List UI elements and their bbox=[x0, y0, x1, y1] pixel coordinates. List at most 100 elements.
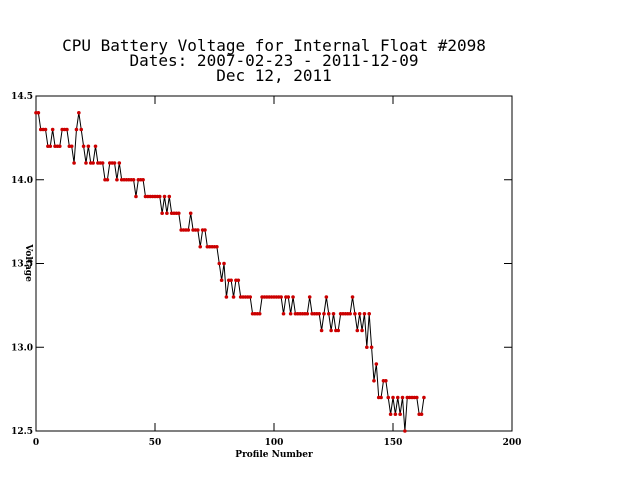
data-point bbox=[74, 127, 79, 132]
data-point bbox=[91, 161, 95, 165]
data-point bbox=[362, 311, 367, 316]
y-tick-label: 12.5 bbox=[11, 427, 33, 437]
data-point bbox=[131, 177, 136, 182]
data-point bbox=[350, 295, 355, 299]
plot-frame bbox=[35, 95, 513, 432]
data-point bbox=[196, 228, 200, 232]
data-point bbox=[162, 194, 167, 199]
data-point bbox=[419, 412, 424, 417]
data-point bbox=[79, 127, 84, 132]
data-point bbox=[395, 395, 400, 400]
chart-date: Dec 12, 2011 bbox=[216, 66, 332, 85]
data-point bbox=[198, 244, 203, 249]
data-point bbox=[365, 345, 369, 350]
data-point bbox=[336, 328, 341, 333]
data-point bbox=[319, 328, 324, 333]
data-point bbox=[77, 110, 81, 115]
data-point bbox=[177, 211, 181, 216]
data-point bbox=[279, 295, 283, 299]
data-point bbox=[379, 395, 383, 400]
data-point bbox=[281, 311, 286, 316]
data-point bbox=[115, 177, 119, 182]
data-point bbox=[286, 295, 291, 299]
data-point bbox=[36, 110, 41, 115]
data-point bbox=[72, 161, 76, 165]
y-tick-label: 14.0 bbox=[11, 176, 33, 186]
chart-subtitle: Dates: 2007-02-23 - 2011-12-09 bbox=[130, 51, 419, 70]
y-tick-label: 14.5 bbox=[11, 92, 33, 102]
data-line bbox=[36, 112, 425, 432]
data-point bbox=[50, 127, 55, 132]
data-point bbox=[224, 295, 229, 299]
data-point bbox=[348, 311, 352, 316]
y-tick-label: 13.5 bbox=[11, 260, 33, 270]
data-point bbox=[81, 144, 86, 149]
data-point bbox=[134, 194, 138, 199]
data-point bbox=[93, 144, 98, 149]
data-point bbox=[422, 395, 426, 400]
x-tick-label: 100 bbox=[265, 438, 284, 448]
x-tick-label: 150 bbox=[384, 438, 403, 448]
data-point bbox=[86, 144, 91, 149]
data-point bbox=[167, 194, 172, 199]
data-point bbox=[403, 429, 407, 433]
data-point bbox=[141, 177, 145, 182]
data-point bbox=[393, 412, 398, 417]
data-point bbox=[69, 144, 74, 149]
data-point bbox=[317, 311, 322, 316]
x-axis-label: Profile Number bbox=[235, 450, 313, 460]
data-point bbox=[58, 144, 62, 149]
data-point bbox=[400, 395, 405, 400]
data-point bbox=[203, 228, 207, 232]
data-point bbox=[219, 278, 224, 283]
data-point bbox=[305, 311, 310, 316]
data-point bbox=[307, 295, 312, 299]
data-point bbox=[372, 378, 376, 383]
x-tick-label: 50 bbox=[149, 438, 162, 448]
data-point bbox=[288, 311, 293, 316]
data-point bbox=[160, 211, 164, 216]
data-point bbox=[369, 345, 374, 350]
data-point bbox=[324, 295, 329, 299]
data-point bbox=[248, 295, 252, 299]
data-point bbox=[112, 161, 117, 165]
data-point bbox=[165, 211, 169, 216]
data-point bbox=[229, 278, 233, 283]
data-point bbox=[391, 395, 395, 400]
data-point bbox=[186, 228, 191, 232]
data-point bbox=[257, 311, 262, 316]
data-point bbox=[415, 395, 419, 400]
data-point bbox=[326, 311, 331, 316]
y-axis-label: Voltage bbox=[23, 243, 33, 282]
x-tick-label: 0 bbox=[33, 438, 39, 448]
data-point bbox=[374, 362, 379, 366]
data-point bbox=[231, 295, 236, 299]
data-point bbox=[357, 311, 362, 316]
data-point bbox=[398, 412, 402, 417]
data-point bbox=[353, 311, 357, 316]
data-point bbox=[222, 261, 226, 266]
data-point bbox=[65, 127, 69, 132]
data-point bbox=[236, 278, 241, 283]
data-point bbox=[48, 144, 53, 149]
data-point bbox=[217, 261, 222, 266]
data-point bbox=[322, 311, 326, 316]
y-tick-label: 13.0 bbox=[11, 343, 33, 353]
data-point bbox=[291, 295, 295, 299]
data-point bbox=[384, 378, 388, 383]
data-point bbox=[388, 412, 393, 417]
data-point bbox=[84, 161, 88, 165]
data-point bbox=[188, 211, 193, 216]
data-point bbox=[386, 395, 391, 400]
data-point bbox=[105, 177, 110, 182]
data-point bbox=[157, 194, 162, 199]
data-point bbox=[329, 328, 333, 333]
data-point bbox=[331, 311, 336, 316]
data-point bbox=[117, 161, 122, 165]
data-point bbox=[43, 127, 48, 132]
data-point bbox=[100, 161, 105, 165]
data-point bbox=[215, 244, 219, 249]
data-point bbox=[355, 328, 360, 333]
data-point bbox=[360, 328, 364, 333]
